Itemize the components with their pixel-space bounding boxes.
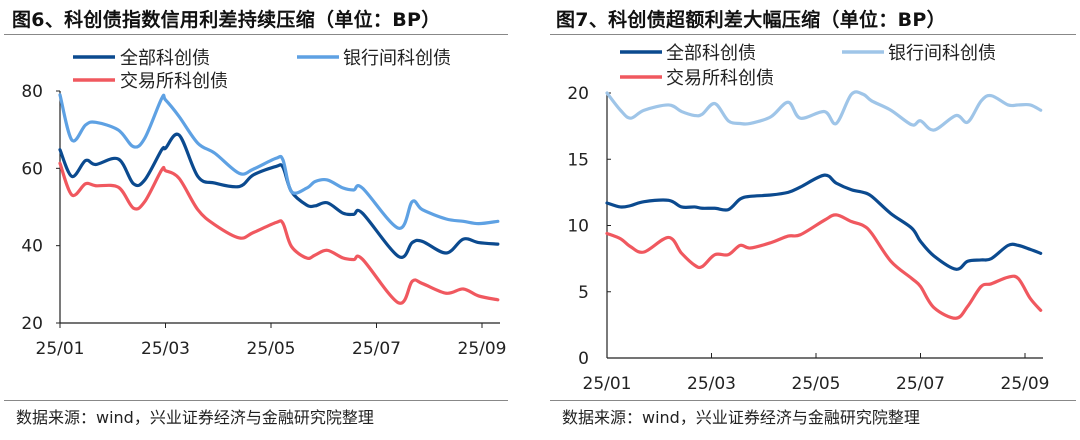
- x-tick-label: 25/09: [458, 339, 507, 359]
- y-tick-label: 20: [21, 314, 43, 334]
- x-tick-label: 25/03: [687, 374, 736, 394]
- source-divider-left: [4, 400, 508, 401]
- series-line-2: [605, 90, 1043, 132]
- y-tick-label: 40: [21, 237, 43, 257]
- legend-item: 银行间科创债: [842, 43, 996, 64]
- legend-item: 交易所科创债: [620, 68, 774, 89]
- legend-item: 交易所科创债: [73, 71, 228, 92]
- series-line-3: [58, 161, 500, 305]
- x-tick-label: 25/05: [792, 374, 841, 394]
- x-tick-label: 25/07: [352, 339, 401, 359]
- title-divider-left: [4, 34, 508, 35]
- y-tick-label: 15: [567, 150, 589, 170]
- legend-item: 银行间科创债: [297, 48, 451, 69]
- legend-item: 全部科创债: [620, 43, 756, 64]
- source-note-left: 数据来源：wind，兴业证券经济与金融研究院整理: [16, 408, 374, 427]
- legend-item: 全部科创债: [73, 48, 210, 69]
- chart-title-right: 图7、科创债超额利差大幅压缩（单位：BP）: [556, 9, 946, 31]
- legend-label: 银行间科创债: [888, 43, 996, 64]
- x-tick-label: 25/05: [247, 339, 296, 359]
- y-tick-label: 5: [578, 283, 589, 303]
- source-note-right: 数据来源：wind，兴业证券经济与金融研究院整理: [562, 408, 920, 427]
- x-tick-label: 25/07: [896, 374, 945, 394]
- source-divider-right: [550, 400, 1076, 401]
- title-divider-right: [550, 34, 1076, 35]
- series-line-1: [58, 132, 500, 259]
- legend-label: 交易所科创债: [120, 71, 228, 92]
- x-tick-label: 25/09: [1001, 374, 1050, 394]
- line-chart-1: 20 40 60 80 25/01 25/03 25/05 25/07 25/09 全部科创债 银行…: [21, 48, 506, 359]
- y-tick-label: 60: [21, 159, 43, 179]
- x-tick-label: 25/01: [36, 339, 85, 359]
- series-line-1: [605, 173, 1043, 271]
- x-tick-label: 25/01: [583, 374, 632, 394]
- x-tick-label: 25/03: [141, 339, 190, 359]
- y-tick-label: 20: [567, 84, 589, 104]
- legend-label: 交易所科创债: [666, 68, 774, 89]
- chart-title-left: 图6、科创债指数信用利差持续压缩（单位：BP）: [12, 9, 441, 31]
- series-line-2: [58, 93, 500, 230]
- line-chart-2: 0 5 10 15 20 25/01 25/03 25/05 25/07 25/09 全部科创债 银行…: [567, 43, 1049, 394]
- series-line-3: [605, 213, 1043, 320]
- legend-label: 银行间科创债: [343, 48, 451, 69]
- legend-label: 全部科创债: [666, 43, 756, 64]
- y-tick-label: 0: [578, 349, 589, 369]
- y-tick-label: 10: [567, 217, 589, 237]
- legend-label: 全部科创债: [120, 48, 210, 69]
- y-tick-label: 80: [21, 82, 43, 102]
